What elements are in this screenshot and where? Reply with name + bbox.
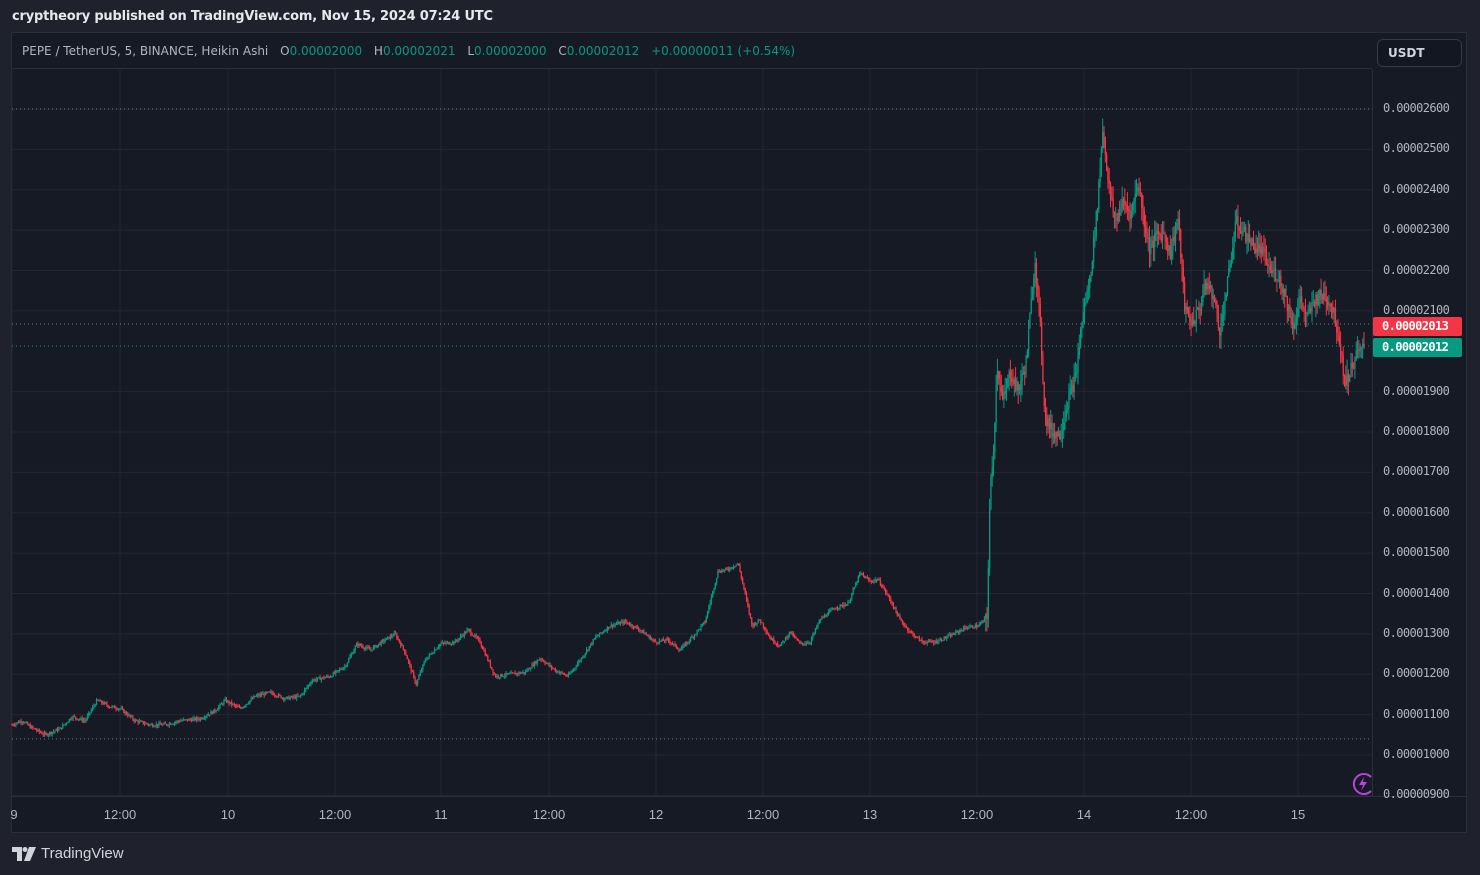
- time-axis-label: 12:00: [1174, 807, 1208, 822]
- price-axis-label: 0.00001100: [1383, 706, 1450, 721]
- price-axis-label: 0.00002300: [1383, 222, 1450, 237]
- price-axis-border: [1372, 69, 1373, 796]
- prev-close-price-tag: 0.00002013: [1373, 317, 1462, 336]
- price-axis-label: 0.00000900: [1383, 787, 1450, 802]
- price-axis-label: 0.00002400: [1383, 181, 1450, 196]
- open-label: O: [280, 44, 290, 58]
- tradingview-logo[interactable]: TradingView: [12, 845, 124, 862]
- brand-name: TradingView: [41, 845, 124, 862]
- low-label: L: [467, 44, 474, 58]
- time-axis-label: 13: [862, 807, 878, 822]
- lightning-icon[interactable]: [1351, 772, 1375, 796]
- last-price-tag: 0.00002012: [1373, 338, 1462, 357]
- close-label: C: [558, 44, 567, 58]
- time-axis-label: 12: [648, 807, 664, 822]
- published-by-line: cryptheory published on TradingView.com,…: [12, 9, 493, 24]
- time-axis-label: 10: [220, 807, 236, 822]
- time-axis-border: [12, 796, 1466, 797]
- price-axis-label: 0.00001700: [1383, 464, 1450, 479]
- symbol-title[interactable]: PEPE / TetherUS, 5, BINANCE, Heikin Ashi: [22, 44, 269, 58]
- time-axis-label: 12:00: [318, 807, 352, 822]
- price-axis-label: 0.00001900: [1383, 383, 1450, 398]
- currency-button[interactable]: USDT: [1377, 39, 1462, 67]
- price-axis-label: 0.00002200: [1383, 262, 1450, 277]
- time-axis-label: 15: [1290, 807, 1306, 822]
- candle-series: [11, 118, 1365, 738]
- chart-legend: PEPE / TetherUS, 5, BINANCE, Heikin Ashi…: [22, 44, 795, 58]
- high-label: H: [373, 44, 383, 58]
- legend-separator: [12, 68, 1372, 69]
- time-axis-label: 14: [1076, 807, 1092, 822]
- price-axis-label: 0.00001800: [1383, 424, 1450, 438]
- time-axis-label: 12:00: [746, 807, 780, 822]
- time-axis-label: 12:00: [532, 807, 566, 822]
- price-axis-label: 0.00001600: [1383, 504, 1450, 519]
- price-axis-label: 0.00002100: [1383, 302, 1450, 317]
- price-axis-label: 0.00002600: [1383, 101, 1450, 115]
- price-axis-label: 0.00001300: [1383, 625, 1450, 640]
- time-axis-label: 9: [10, 807, 18, 822]
- time-axis-label: 11: [434, 807, 448, 822]
- time-axis-label: 12:00: [103, 807, 137, 822]
- price-axis-label: 0.00002500: [1383, 141, 1450, 156]
- high-value: 0.00002021: [382, 44, 456, 58]
- price-axis-label: 0.00001200: [1383, 666, 1450, 681]
- low-value: 0.00002000: [474, 44, 547, 58]
- tradingview-logo-icon: [12, 846, 36, 861]
- price-axis-label: 0.00001500: [1383, 545, 1450, 560]
- close-value: 0.00002012: [566, 44, 640, 58]
- change-value: +0.00000011 (+0.54%): [651, 44, 796, 58]
- price-axis-label: 0.00001400: [1383, 585, 1450, 600]
- price-lines: [12, 108, 1372, 740]
- price-axis-label: 0.00001000: [1383, 747, 1450, 761]
- time-axis-label: 12:00: [960, 807, 994, 822]
- chart-grid: [11, 69, 1372, 796]
- open-value: 0.00002000: [289, 44, 363, 58]
